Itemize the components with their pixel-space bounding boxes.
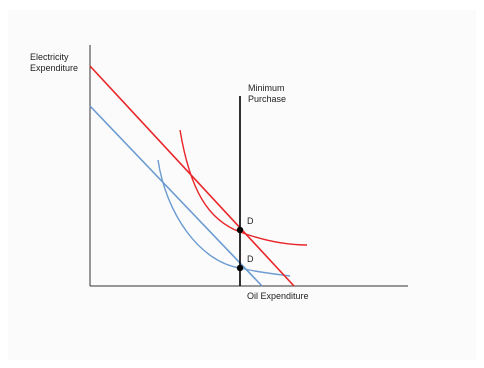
original-indifference-curve — [157, 159, 291, 277]
constraint-label-line2: Purchase — [248, 94, 287, 104]
constraint-label-line1: Minimum — [248, 83, 285, 93]
point-upper-d — [236, 226, 244, 234]
original-budget-line — [89, 105, 263, 287]
x-axis-label: Oil Expenditure — [247, 291, 309, 301]
point-upper-label: D — [247, 216, 254, 226]
slide-background — [8, 10, 476, 360]
y-axis-label-line1: Electricity — [30, 52, 69, 62]
point-lower-label: D — [247, 254, 254, 264]
point-lower-d — [236, 264, 244, 272]
new-indifference-curve — [179, 129, 308, 246]
y-axis-label-line2: Expenditure — [30, 63, 79, 73]
